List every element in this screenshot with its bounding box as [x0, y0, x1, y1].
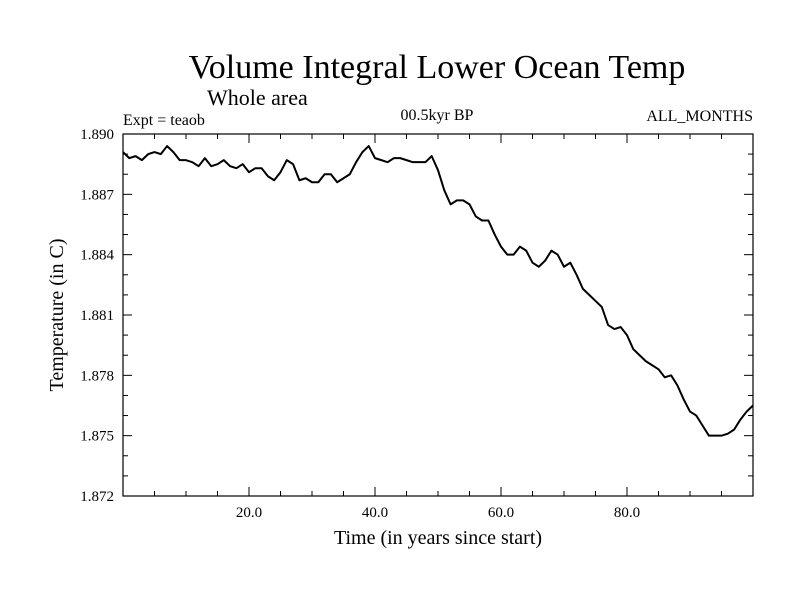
y-tick-label: 1.872 — [80, 489, 114, 505]
ticks: 1.872 1.875 1.878 1.881 1.884 1.887 1.890 20.0 4… — [80, 127, 753, 521]
plot-frame — [122, 133, 754, 497]
y-tick-label: 1.890 — [80, 127, 114, 143]
y-tick-label: 1.881 — [80, 308, 114, 324]
x-tick-label: 80.0 — [614, 505, 640, 521]
x-axis-label: Time (in years since start) — [334, 527, 542, 549]
months-label: ALL_MONTHS — [646, 108, 753, 125]
chart-title: Volume Integral Lower Ocean Temp — [189, 49, 686, 86]
series-group — [122, 145, 754, 437]
period-label: 00.5kyr BP — [401, 107, 474, 124]
y-tick-label: 1.875 — [80, 429, 114, 445]
x-tick-label: 20.0 — [236, 505, 262, 521]
y-tick-label: 1.884 — [80, 248, 114, 264]
experiment-label: Expt = teaob — [123, 112, 205, 129]
x-tick-label: 60.0 — [488, 505, 514, 521]
chart-subtitle: Whole area — [207, 85, 308, 110]
y-axis-label: Temperature (in C) — [46, 239, 68, 392]
y-tick-label: 1.887 — [80, 187, 114, 203]
y-tick-label: 1.878 — [80, 368, 114, 384]
x-tick-label: 40.0 — [362, 505, 388, 521]
series-line-teaob — [122, 145, 754, 437]
